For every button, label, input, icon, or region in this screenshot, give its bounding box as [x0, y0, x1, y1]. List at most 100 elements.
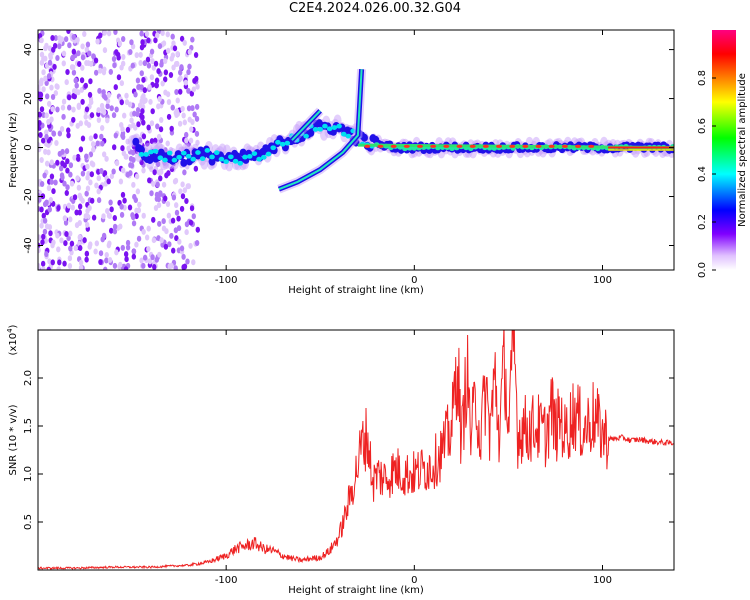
noise-speck	[158, 191, 163, 198]
noise-speck	[185, 183, 190, 190]
noise-speck	[109, 105, 114, 112]
noise-speck	[124, 92, 129, 99]
noise-speck	[180, 181, 185, 188]
noise-speck	[39, 37, 44, 44]
noise-speck	[144, 30, 150, 37]
ridge-peak	[561, 144, 568, 148]
noise-speck	[53, 179, 58, 186]
noise-speck	[155, 161, 161, 168]
noise-speck	[135, 77, 141, 84]
noise-speck	[98, 32, 103, 39]
noise-speck	[119, 80, 125, 87]
ridge-core-outer	[146, 155, 154, 164]
noise-speck	[149, 48, 155, 55]
noise-speck	[38, 131, 43, 138]
noise-speck	[77, 203, 83, 210]
noise-speck	[78, 264, 84, 270]
noise-speck	[80, 64, 85, 71]
noise-speck	[136, 235, 142, 242]
noise-speck	[154, 82, 159, 89]
noise-speck	[135, 188, 141, 195]
noise-speck	[193, 52, 199, 59]
noise-speck	[182, 39, 187, 46]
noise-speck	[67, 94, 72, 101]
bottom-xtick-label: -100	[215, 575, 238, 586]
noise-speck	[133, 91, 138, 98]
noise-speck	[67, 262, 73, 269]
noise-speck	[122, 197, 127, 204]
noise-speck	[40, 239, 45, 246]
colorbar-tick-label: 0.0	[697, 262, 708, 278]
noise-speck	[189, 126, 194, 133]
noise-speck	[84, 106, 90, 113]
noise-speck	[43, 148, 48, 155]
noise-speck	[164, 228, 169, 235]
noise-speck	[78, 245, 83, 252]
noise-speck	[158, 126, 164, 133]
noise-speck	[64, 230, 69, 237]
top-xtick-label: -100	[215, 275, 238, 286]
ridge-peak	[535, 144, 542, 148]
noise-speck	[179, 245, 185, 252]
noise-speck	[74, 222, 80, 229]
noise-speck	[61, 50, 67, 57]
noise-speck	[118, 178, 124, 185]
noise-speck	[77, 234, 82, 241]
noise-speck	[86, 122, 92, 129]
noise-speck	[125, 126, 131, 133]
ridge-core	[242, 154, 248, 160]
noise-speck	[100, 106, 105, 113]
noise-speck	[44, 129, 49, 136]
noise-speck	[159, 61, 164, 68]
noise-speck	[80, 170, 86, 177]
noise-speck	[47, 258, 52, 265]
noise-speck	[38, 111, 42, 118]
ridge-core-outer	[132, 137, 140, 146]
noise-speck	[64, 190, 69, 197]
noise-speck	[112, 62, 117, 69]
noise-speck	[101, 151, 107, 158]
colorbar-tick-label: 0.8	[697, 70, 708, 86]
noise-speck	[80, 197, 85, 204]
noise-speck	[58, 165, 64, 172]
ridge-peak	[430, 144, 437, 148]
noise-speck	[67, 255, 73, 262]
noise-speck	[69, 180, 75, 187]
noise-speck	[94, 182, 99, 189]
noise-speck	[104, 155, 109, 162]
top-xtick-label: 0	[411, 275, 417, 286]
noise-speck	[178, 88, 183, 95]
noise-speck	[166, 98, 172, 105]
noise-speck	[150, 108, 155, 115]
noise-speck	[159, 116, 164, 123]
top-xlabel: Height of straight line (km)	[288, 285, 424, 296]
ridge-core	[322, 123, 328, 129]
top-xtick-label: 100	[593, 275, 612, 286]
noise-speck	[73, 88, 79, 95]
ridge-core-outer	[137, 145, 145, 154]
noise-speck	[119, 99, 124, 106]
noise-speck	[77, 209, 82, 216]
noise-speck	[141, 93, 146, 100]
noise-speck	[166, 47, 171, 54]
top-ytick-label: 40	[23, 43, 34, 56]
noise-speck	[38, 119, 42, 126]
noise-speck	[41, 69, 46, 76]
noise-speck	[153, 60, 159, 67]
noise-speck	[85, 185, 91, 192]
noise-speck	[112, 228, 118, 235]
noise-speck	[163, 69, 169, 76]
noise-speck	[162, 58, 168, 65]
noise-speck	[65, 167, 70, 174]
noise-speck	[177, 238, 182, 245]
noise-speck	[174, 235, 179, 242]
noise-speck	[141, 119, 146, 126]
noise-speck	[120, 244, 125, 251]
noise-speck	[71, 69, 77, 76]
noise-speck	[44, 93, 50, 100]
noise-speck	[84, 59, 89, 66]
noise-speck	[188, 137, 194, 144]
noise-speck	[41, 266, 46, 270]
noise-speck	[176, 225, 182, 232]
noise-speck	[180, 105, 185, 112]
